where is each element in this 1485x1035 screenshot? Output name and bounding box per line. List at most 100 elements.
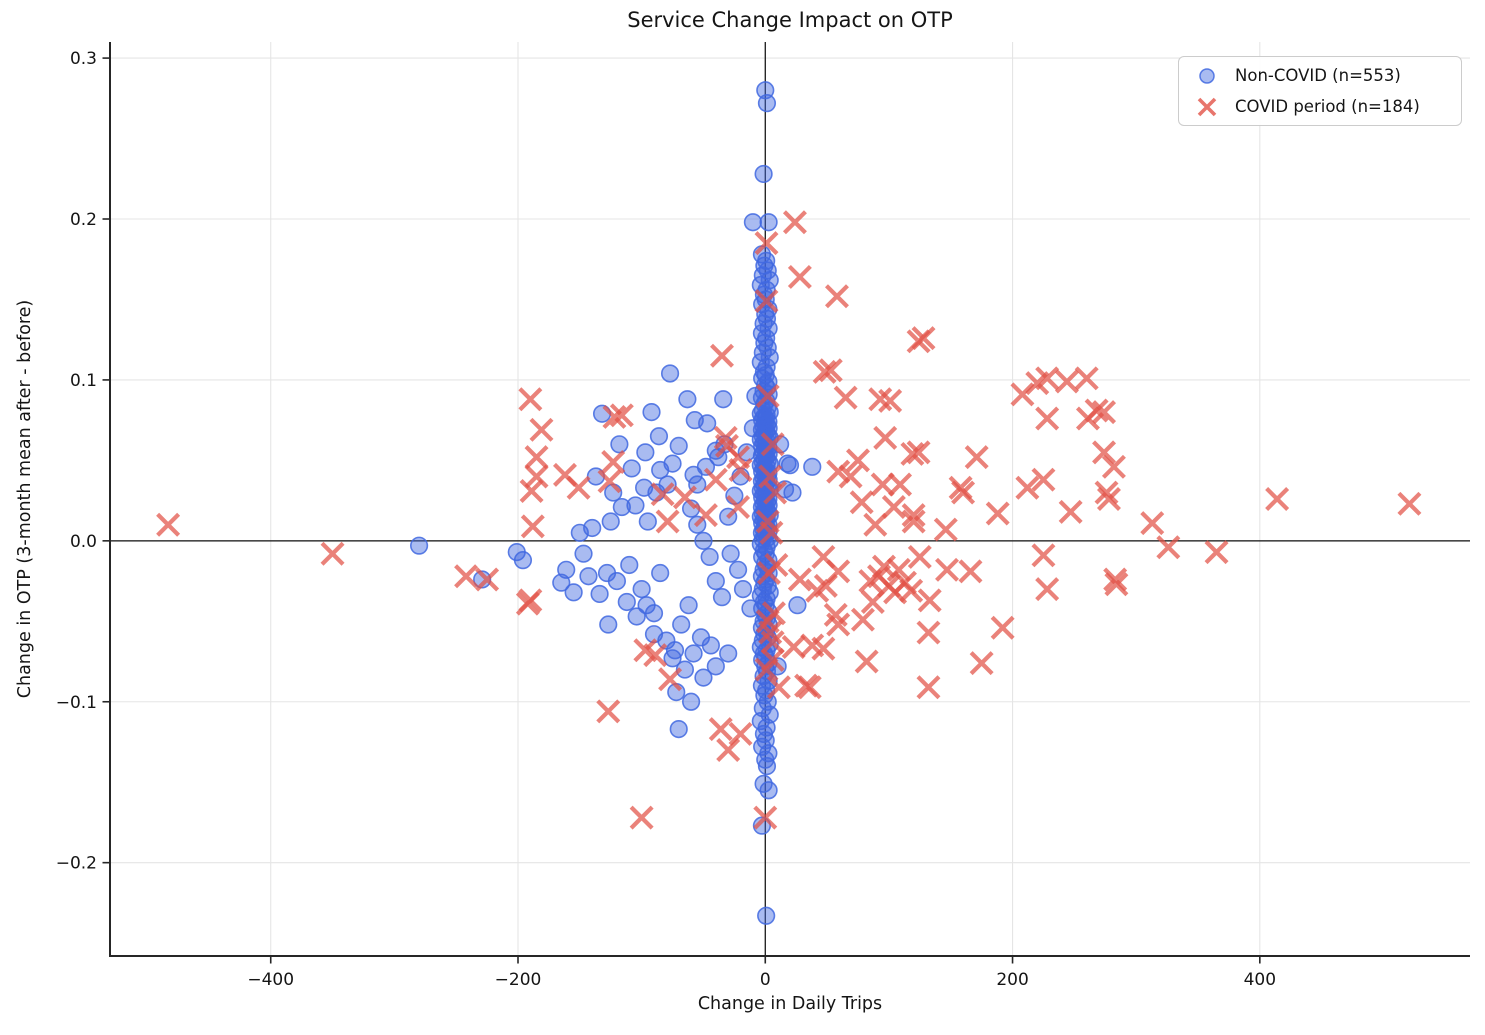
noncovid-point (780, 456, 800, 475)
covid-point (601, 450, 626, 474)
noncovid-point (783, 483, 802, 502)
covid-point (826, 612, 851, 637)
covid-point (728, 458, 753, 483)
covid-point (703, 467, 728, 492)
covid-point (917, 588, 942, 613)
covid-point (713, 425, 738, 450)
noncovid-point (698, 414, 717, 433)
noncovid-point (669, 720, 688, 739)
covid-point (787, 264, 812, 289)
x-tick-label: 0 (760, 970, 771, 990)
covid-point (1035, 577, 1060, 602)
x-tick-label: 200 (996, 970, 1028, 990)
noncovid-point (694, 531, 713, 550)
noncovid-point (557, 560, 576, 579)
covid-point (672, 485, 697, 510)
noncovid-point (574, 544, 593, 563)
covid-point (156, 512, 181, 537)
noncovid-point (638, 512, 657, 531)
covid-point (1094, 480, 1119, 505)
covid-point (693, 503, 718, 528)
covid-point (518, 588, 543, 613)
noncovid-point (644, 604, 664, 623)
noncovid-point (701, 636, 720, 655)
covid-point (1104, 572, 1129, 597)
noncovid-point (696, 457, 716, 476)
noncovid-point (759, 372, 778, 391)
noncovid-point (620, 555, 639, 575)
covid-point (1092, 440, 1117, 465)
covid-point (854, 649, 879, 674)
covid-point (849, 490, 874, 515)
noncovid-point (757, 757, 777, 776)
noncovid-point (752, 816, 772, 835)
covid-point (985, 501, 1010, 526)
covid-point (708, 717, 733, 742)
noncovid-point (756, 750, 775, 769)
covid-point (520, 514, 545, 539)
covid-point (766, 675, 791, 700)
noncovid-point (759, 213, 778, 232)
noncovid-point (803, 457, 822, 476)
legend-x-marker-icon (1179, 96, 1235, 118)
covid-point (870, 472, 895, 497)
covid-point (596, 699, 621, 724)
covid-point (900, 441, 925, 466)
noncovid-point (719, 644, 738, 663)
noncovid-point (681, 692, 701, 711)
covid-point (320, 541, 345, 566)
x-tick-label: 400 (1244, 970, 1276, 990)
covid-point (755, 384, 780, 408)
noncovid-point (626, 496, 645, 515)
covid-point (935, 557, 960, 582)
noncovid-point (658, 475, 677, 494)
covid-point (1058, 499, 1083, 524)
covid-point (964, 445, 989, 470)
noncovid-point (746, 386, 765, 406)
covid-point (566, 475, 591, 500)
noncovid-point (706, 657, 725, 676)
noncovid-point (759, 781, 778, 800)
covid-point (951, 480, 976, 505)
noncovid-point (579, 567, 598, 586)
noncovid-point (660, 364, 680, 383)
noncovid-point (607, 571, 627, 591)
covid-point (728, 721, 753, 746)
noncovid-point (678, 390, 697, 409)
covid-point (609, 403, 634, 428)
covid-point (1084, 398, 1109, 423)
covid-point (811, 636, 836, 661)
covid-point (826, 459, 851, 484)
covid-point (760, 432, 785, 457)
noncovid-points (409, 81, 822, 925)
covid-point (475, 567, 500, 592)
legend-item-noncovid: Non-COVID (n=553) (1179, 64, 1461, 88)
covid-point (1074, 366, 1099, 391)
covid-point (873, 425, 898, 450)
noncovid-point (741, 599, 760, 618)
y-tick-label: 0.3 (70, 49, 97, 69)
noncovid-point (651, 563, 670, 583)
noncovid-point (564, 583, 583, 602)
covid-point (629, 805, 654, 830)
noncovid-point (712, 588, 732, 607)
covid-point (886, 557, 911, 582)
noncovid-point (737, 443, 756, 462)
legend: Non-COVID (n=553) COVID period (n=184) (1178, 56, 1462, 126)
y-tick-label: −0.2 (56, 854, 97, 874)
noncovid-point (473, 570, 492, 589)
x-axis-label: Change in Daily Trips (697, 994, 883, 1014)
covid-point (658, 667, 683, 692)
covid-point (906, 440, 931, 465)
legend-item-covid: COVID period (n=184) (1179, 95, 1461, 119)
covid-point (1035, 366, 1060, 391)
noncovid-point (612, 497, 631, 517)
covid-point (833, 385, 858, 410)
covid-point (759, 520, 784, 545)
covid-point (850, 607, 875, 632)
noncovid-point (599, 615, 618, 634)
noncovid-point (743, 213, 763, 232)
covid-point (597, 469, 622, 494)
noncovid-point (675, 660, 695, 679)
